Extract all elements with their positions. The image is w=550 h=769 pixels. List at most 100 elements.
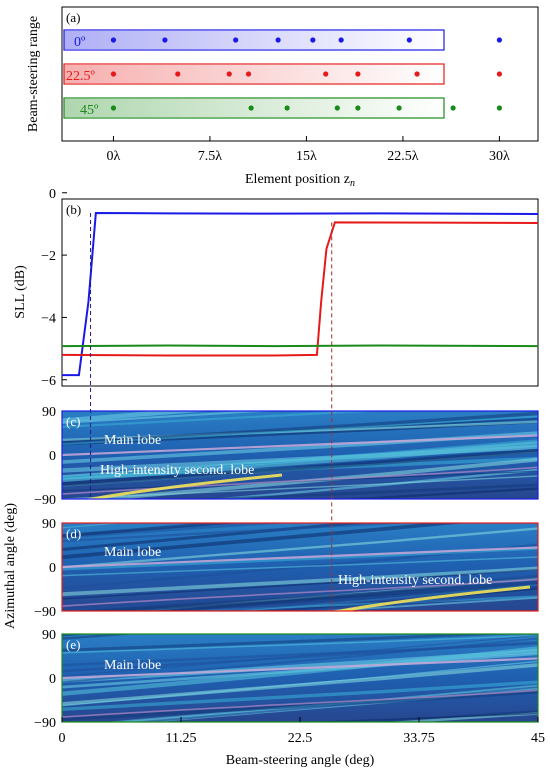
element-dot: [355, 105, 361, 111]
panel-e: (e) Main lobe: [61, 633, 539, 723]
element-dot: [334, 105, 340, 111]
x-tick-label: 30λ: [489, 149, 510, 164]
band-0deg-fill: [64, 31, 444, 49]
panel-c-frame: [61, 410, 539, 500]
y-tick-label: −4: [41, 311, 56, 326]
panel-d-main-lobe: Main lobe: [104, 545, 161, 560]
panel-d-second-lobe: High-intensity second. lobe: [338, 573, 492, 588]
heatmap-streak: [62, 660, 538, 707]
element-dot: [110, 71, 117, 77]
heatmap-streak: [62, 448, 538, 487]
heatmap-streak: [136, 686, 538, 722]
x-tick-label: 15λ: [296, 149, 317, 164]
transition-guides: [90, 213, 333, 611]
main-lobe-line: [62, 434, 538, 457]
y-tick-label: −2: [41, 249, 56, 264]
heatmap-streak: [62, 439, 538, 480]
panel-a-ylabel: Beam-steering range: [26, 16, 41, 132]
y-tick-label: 90: [42, 628, 56, 643]
sll-lines: [61, 212, 539, 377]
series-label-45deg: 45º: [80, 103, 99, 118]
heatmap-streak: [62, 475, 538, 499]
panel-a-tag: (a): [66, 10, 80, 25]
heatmap-streak: [62, 411, 65, 412]
heatmap-streak: [62, 523, 468, 560]
heatmap-streak: [62, 360, 540, 402]
element-dot: [248, 105, 254, 111]
panel-c-tag: (c): [66, 414, 80, 429]
element-dot: [338, 37, 344, 43]
panel-a-frame: [61, 6, 539, 142]
element-dot: [175, 71, 181, 77]
panel-b-yticks: 0 −2 −4 −6: [41, 187, 67, 389]
element-dot: [162, 37, 168, 43]
heatmap-streak: [62, 527, 538, 569]
heatmap-streak: [62, 680, 538, 711]
panel-c-second-lobe: High-intensity second. lobe: [100, 463, 254, 478]
secondary-lobe-line: [62, 689, 538, 718]
panel-a-xlabel: Element position zn: [245, 172, 355, 189]
heatmap-streak: [62, 523, 411, 543]
panel-d-tag: (d): [66, 526, 81, 541]
element-dot: [496, 71, 503, 77]
heatmap-streak: [62, 556, 538, 577]
y-tick-label: −90: [34, 493, 56, 508]
heatmap-d-streaks: [62, 523, 538, 611]
heatmap-streak: [193, 483, 538, 499]
x-tick-label: 45: [531, 731, 545, 746]
element-dot: [310, 37, 316, 43]
element-position-dots: [110, 37, 503, 111]
heatmap-streak: [385, 712, 538, 722]
secondary-lobe-line: [62, 578, 538, 607]
heatmap-streak: [62, 361, 540, 405]
x-tick-label: 11.25: [166, 731, 197, 746]
heatmap-streak: [62, 689, 538, 722]
element-dot: [233, 37, 239, 43]
heatmap-streak: [62, 411, 281, 424]
shared-xlabel: Beam-steering angle (deg): [226, 753, 375, 768]
high-intensity-lobe: [332, 585, 531, 611]
heatmap-streak: [62, 566, 538, 597]
y-tick-label: −90: [34, 605, 56, 620]
element-dot: [496, 37, 503, 43]
x-tick-label: 22.5λ: [387, 149, 419, 164]
panel-a-xticks: 0λ 7.5λ 15λ 22.5λ 30λ: [107, 136, 510, 164]
heatmap-streak: [62, 642, 538, 667]
element-dot: [406, 37, 412, 43]
panel-e-tag: (e): [66, 637, 80, 652]
heatmap-streak: [62, 663, 538, 706]
series-label-22-5deg: 22.5º: [66, 69, 96, 84]
heatmap-streak: [334, 487, 538, 499]
heatmap-streak: [62, 637, 538, 684]
element-dot: [323, 71, 329, 77]
heatmap-streak: [83, 457, 538, 499]
heatmap-c-streaks: [62, 360, 540, 499]
y-tick-label: 0: [49, 561, 56, 576]
element-dot: [275, 37, 281, 43]
heatmap-streak: [62, 442, 538, 483]
heatmap-streak: [179, 583, 538, 611]
y-tick-label: 0: [49, 672, 56, 687]
element-dot: [355, 71, 361, 77]
y-tick-label: −6: [41, 374, 56, 389]
heatmap-streak: [62, 646, 538, 696]
band-45deg-fill: [64, 99, 444, 117]
x-tick-label: 7.5λ: [198, 149, 223, 164]
panel-b-frame: [61, 198, 539, 387]
element-dot: [110, 37, 117, 43]
element-dot: [450, 105, 456, 111]
shared-ylabel: Azimuthal angle (deg): [3, 503, 18, 629]
x-tick-label: 22.5: [288, 731, 313, 746]
element-dot: [414, 71, 420, 77]
element-dot: [496, 105, 503, 111]
y-tick-label: 0: [49, 449, 56, 464]
heatmap-streak: [62, 634, 538, 654]
heatmap-streak: [62, 547, 538, 571]
sll-series-line: [62, 212, 539, 377]
sll-series-line: [61, 344, 539, 348]
panel-a: (a) Beam-steering range 0º 22.5º 45º 0λ 7…: [26, 6, 539, 189]
heatmap-streak: [62, 523, 294, 539]
series-label-0deg: 0º: [74, 35, 86, 50]
heatmap-streak: [62, 411, 387, 429]
